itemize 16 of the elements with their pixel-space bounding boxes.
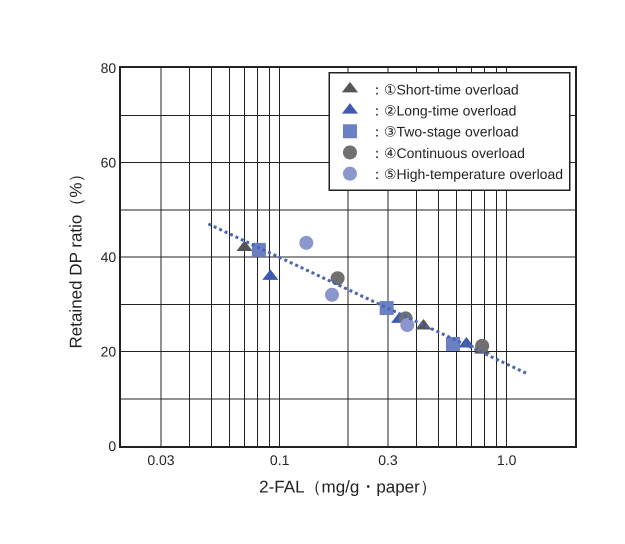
y-axis-title: Retained DP ratio（%）: [66, 166, 86, 348]
y-tick-label: 80: [100, 60, 116, 76]
legend-label: ：②Long-time overload: [370, 102, 516, 119]
y-tick-label: 60: [100, 154, 116, 170]
legend-label: ：⑤High-temperature overload: [370, 166, 564, 182]
y-tick-label: 20: [100, 343, 116, 360]
legend-label: ：④Continuous overload: [370, 144, 525, 161]
x-tick-label: 0.1: [270, 452, 290, 468]
x-tick-label: 1.0: [496, 452, 517, 468]
legend-label: ：①Short-time overload: [370, 81, 519, 98]
y-tick-label: 0: [108, 438, 116, 454]
x-axis-title: 2-FAL（mg/g・paper）: [259, 478, 437, 497]
legend-label: ：③Two-stage overload: [370, 124, 519, 140]
y-tick-label: 40: [100, 248, 116, 265]
x-tick-label: 0.03: [147, 452, 175, 468]
x-tick-label: 0.3: [378, 452, 398, 468]
